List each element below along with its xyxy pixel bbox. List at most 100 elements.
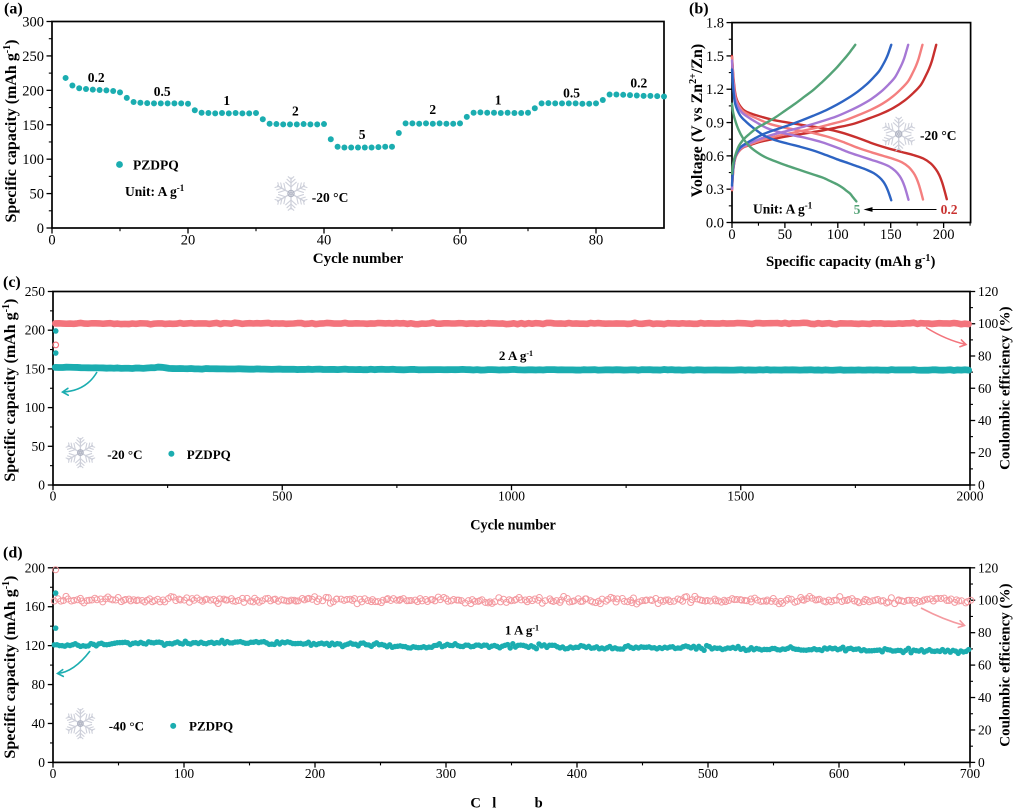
- svg-text:1.5: 1.5: [706, 49, 724, 65]
- svg-text:100: 100: [174, 766, 195, 781]
- svg-text:0: 0: [978, 478, 985, 493]
- svg-text:40: 40: [978, 413, 992, 428]
- svg-text:0: 0: [978, 755, 985, 770]
- svg-text:0: 0: [37, 221, 44, 237]
- svg-text:Specific capacity (mAh g-1): Specific capacity (mAh g-1): [766, 253, 935, 270]
- svg-text:60: 60: [453, 233, 468, 249]
- svg-text:(a): (a): [4, 1, 23, 18]
- svg-text:0.5: 0.5: [563, 86, 580, 101]
- svg-text:100: 100: [827, 227, 849, 243]
- svg-text:100: 100: [978, 316, 999, 331]
- svg-text:40: 40: [978, 690, 992, 705]
- svg-text:120: 120: [978, 284, 999, 299]
- svg-text:200: 200: [22, 83, 44, 99]
- svg-text:100: 100: [978, 593, 999, 608]
- svg-text:20: 20: [978, 723, 992, 738]
- svg-text:500: 500: [698, 766, 719, 781]
- svg-text:b: b: [535, 795, 543, 808]
- svg-text:1000: 1000: [498, 489, 525, 504]
- svg-text:80: 80: [32, 677, 46, 692]
- svg-text:20: 20: [181, 233, 196, 249]
- svg-text:PZDPQ: PZDPQ: [187, 447, 231, 462]
- svg-text:Specific capacity (mAh g-1): Specific capacity (mAh g-1): [2, 40, 20, 223]
- svg-text:1 A g-1: 1 A g-1: [505, 623, 539, 638]
- svg-text:PZDPQ: PZDPQ: [133, 157, 179, 172]
- svg-text:200: 200: [25, 323, 46, 338]
- svg-text:200: 200: [25, 560, 46, 575]
- svg-text:600: 600: [829, 766, 850, 781]
- svg-text:5: 5: [854, 202, 861, 217]
- svg-text:1.8: 1.8: [706, 16, 724, 32]
- svg-text:120: 120: [978, 560, 999, 575]
- svg-text:(d): (d): [3, 545, 23, 562]
- svg-text:1: 1: [223, 93, 230, 108]
- svg-text:300: 300: [436, 766, 457, 781]
- svg-text:Unit: A g-1: Unit: A g-1: [753, 201, 813, 217]
- svg-text:300: 300: [22, 15, 44, 31]
- svg-text:100: 100: [22, 152, 44, 168]
- svg-text:0: 0: [50, 489, 57, 504]
- svg-text:40: 40: [317, 233, 332, 249]
- svg-text:0.6: 0.6: [706, 149, 724, 165]
- svg-text:Voltage (V vs Zn2+/Zn): Voltage (V vs Zn2+/Zn): [688, 44, 706, 197]
- svg-text:PZDPQ: PZDPQ: [189, 719, 233, 734]
- svg-text:l: l: [492, 795, 496, 808]
- svg-text:1.2: 1.2: [706, 82, 724, 98]
- svg-text:50: 50: [778, 227, 793, 243]
- svg-text:50: 50: [30, 187, 45, 203]
- svg-text:2000: 2000: [957, 489, 984, 504]
- svg-text:(b): (b): [689, 1, 709, 18]
- svg-text:1500: 1500: [727, 489, 754, 504]
- svg-text:0: 0: [728, 227, 735, 243]
- svg-text:20: 20: [978, 445, 992, 460]
- svg-text:1: 1: [495, 93, 502, 108]
- svg-text:(c): (c): [3, 274, 21, 291]
- svg-text:200: 200: [305, 766, 326, 781]
- svg-text:Coulombic efficiency (%): Coulombic efficiency (%): [998, 307, 1014, 470]
- svg-text:40: 40: [32, 716, 46, 731]
- svg-text:0: 0: [48, 233, 55, 249]
- svg-text:50: 50: [32, 439, 46, 454]
- svg-text:0.9: 0.9: [706, 116, 724, 132]
- svg-text:-20 °C: -20 °C: [920, 128, 957, 143]
- svg-text:2: 2: [292, 104, 299, 119]
- svg-text:150: 150: [880, 227, 902, 243]
- svg-text:Cycle number: Cycle number: [470, 518, 556, 534]
- svg-text:150: 150: [22, 118, 44, 134]
- svg-text:0.2: 0.2: [88, 70, 105, 85]
- svg-text:Specific capacity (mAh g-1): Specific capacity (mAh g-1): [1, 299, 19, 482]
- svg-text:700: 700: [960, 766, 981, 781]
- svg-text:2 A g-1: 2 A g-1: [499, 348, 533, 363]
- svg-text:0: 0: [38, 755, 45, 770]
- svg-text:Specific capacity (mAh g-1): Specific capacity (mAh g-1): [1, 576, 19, 759]
- svg-text:2: 2: [429, 102, 436, 117]
- svg-text:250: 250: [22, 49, 44, 65]
- svg-text:60: 60: [978, 658, 992, 673]
- svg-text:60: 60: [978, 381, 992, 396]
- svg-text:-20 °C: -20 °C: [312, 190, 349, 205]
- svg-text:0.5: 0.5: [154, 84, 171, 99]
- svg-text:Unit: A g-1: Unit: A g-1: [125, 183, 185, 199]
- svg-text:0.2: 0.2: [941, 202, 958, 217]
- svg-text:160: 160: [25, 599, 46, 614]
- svg-text:80: 80: [978, 349, 992, 364]
- svg-text:80: 80: [978, 625, 992, 640]
- svg-text:-40 °C: -40 °C: [109, 719, 144, 734]
- svg-text:Coulombic efficiency (%): Coulombic efficiency (%): [998, 583, 1014, 746]
- svg-text:0: 0: [50, 766, 57, 781]
- svg-text:120: 120: [25, 638, 46, 653]
- svg-text:C: C: [470, 795, 480, 808]
- svg-text:200: 200: [933, 227, 955, 243]
- svg-text:500: 500: [272, 489, 293, 504]
- svg-text:Cycle number: Cycle number: [313, 251, 404, 267]
- svg-text:0.0: 0.0: [706, 216, 724, 232]
- svg-text:-20 °C: -20 °C: [107, 447, 142, 462]
- svg-text:0.2: 0.2: [630, 75, 647, 90]
- svg-text:400: 400: [567, 766, 588, 781]
- svg-text:250: 250: [25, 284, 46, 299]
- svg-text:100: 100: [25, 400, 46, 415]
- svg-text:0.3: 0.3: [706, 182, 724, 198]
- svg-text:5: 5: [359, 127, 366, 142]
- svg-text:80: 80: [589, 233, 604, 249]
- svg-text:0: 0: [38, 478, 45, 493]
